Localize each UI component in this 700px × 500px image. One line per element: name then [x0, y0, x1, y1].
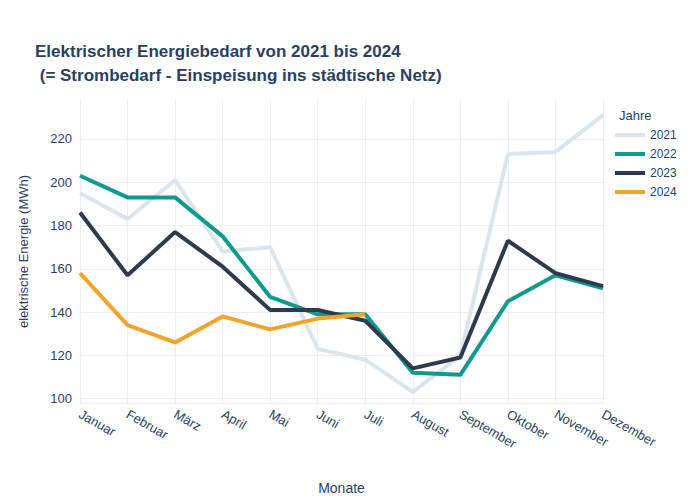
svg-text:2023: 2023	[650, 166, 677, 180]
svg-text:Mai: Mai	[266, 407, 292, 431]
svg-text:140: 140	[50, 305, 72, 320]
svg-text:Februar: Februar	[124, 407, 171, 443]
svg-text:220: 220	[50, 131, 72, 146]
svg-text:Elektrischer Energiebedarf von: Elektrischer Energiebedarf von 2021 bis …	[35, 42, 401, 61]
svg-text:August: August	[409, 407, 452, 440]
svg-text:160: 160	[50, 261, 72, 276]
svg-text:(= Strombedarf - Einspeisung i: (= Strombedarf - Einspeisung ins städtis…	[35, 66, 442, 85]
svg-text:November: November	[551, 406, 612, 450]
svg-text:April: April	[219, 407, 249, 433]
svg-text:Dezember: Dezember	[599, 407, 659, 450]
svg-text:Monate: Monate	[318, 480, 365, 496]
svg-text:Juni: Juni	[314, 407, 342, 432]
svg-text:elektrische Energie (MWh): elektrische Energie (MWh)	[16, 175, 31, 328]
svg-text:180: 180	[50, 218, 72, 233]
svg-text:100: 100	[50, 391, 72, 406]
svg-text:Oktober: Oktober	[504, 407, 552, 443]
svg-text:Juli: Juli	[362, 407, 386, 430]
svg-text:2024: 2024	[650, 185, 677, 199]
svg-text:2021: 2021	[650, 128, 677, 142]
svg-text:200: 200	[50, 175, 72, 190]
svg-text:März: März	[171, 407, 203, 434]
svg-text:Januar: Januar	[76, 407, 118, 440]
svg-text:Jahre: Jahre	[619, 108, 652, 123]
svg-text:September: September	[456, 406, 520, 452]
svg-text:2022: 2022	[650, 147, 677, 161]
svg-text:120: 120	[50, 348, 72, 363]
